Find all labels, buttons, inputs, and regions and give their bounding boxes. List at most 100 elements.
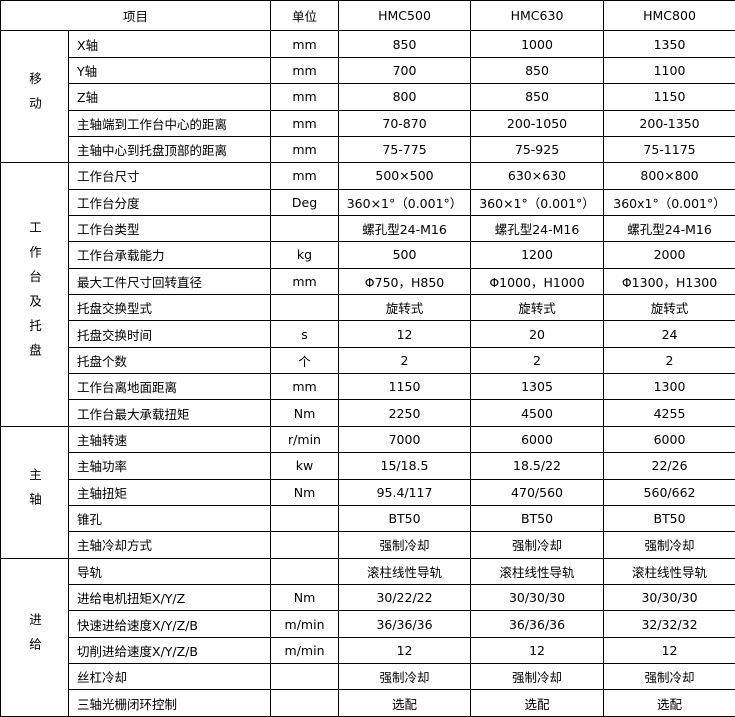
item-cell: 主轴转速 <box>67 425 272 454</box>
spec-row: 快速进给速度X/Y/Z/B m/min 36/36/36 36/36/36 32/32/… <box>1 610 735 638</box>
value-cell: 强制冷却 <box>603 663 735 691</box>
value-cell: 强制冷却 <box>470 531 605 559</box>
value-cell: 2250 <box>338 399 472 427</box>
value-cell: 2 <box>470 346 605 375</box>
spec-row: Z轴 mm 800 850 1150 <box>1 83 735 111</box>
value-cell: 滚柱线性导轨 <box>470 557 605 585</box>
value-cell: 800×800 <box>603 162 735 190</box>
value-cell: 强制冷却 <box>338 531 472 559</box>
spec-row: 锥孔 BT50 BT50 BT50 <box>1 504 735 533</box>
value-cell: 32/32/32 <box>603 610 735 638</box>
value-cell: Φ1300，H1300 <box>603 267 735 296</box>
header-cell: HMC800 <box>603 0 735 32</box>
value-cell: 4255 <box>603 399 735 427</box>
value-cell: 95.4/117 <box>338 478 472 506</box>
unit-cell <box>270 663 340 691</box>
unit-cell: s <box>270 320 340 348</box>
value-cell: 200-1350 <box>603 109 735 137</box>
header-cell: 单位 <box>270 0 340 32</box>
spec-row: 主轴功率 kw 15/18.5 18.5/22 22/26 <box>1 452 735 480</box>
value-cell: 12 <box>603 636 735 665</box>
item-cell: 导轨 <box>67 557 272 585</box>
item-cell: 工作台承载能力 <box>67 241 272 269</box>
value-cell: 4500 <box>470 399 605 427</box>
unit-cell: mm <box>270 135 340 164</box>
value-cell: 选配 <box>470 689 605 717</box>
value-cell: 36/36/36 <box>338 610 472 638</box>
group-label: 移动 <box>0 30 69 164</box>
value-cell: 360×1°（0.001°） <box>470 188 605 216</box>
item-cell: 工作台尺寸 <box>67 162 272 190</box>
item-cell: 主轴端到工作台中心的距离 <box>67 109 272 137</box>
value-cell: 6000 <box>470 425 605 454</box>
value-cell: 630×630 <box>470 162 605 190</box>
value-cell: 旋转式 <box>338 294 472 322</box>
value-cell: 1150 <box>603 83 735 111</box>
spec-row: 托盘交换型式 旋转式 旋转式 旋转式 <box>1 294 735 322</box>
value-cell: 560/662 <box>603 478 735 506</box>
header-cell: 项目 <box>0 0 272 32</box>
item-cell: Y轴 <box>67 56 272 85</box>
value-cell: BT50 <box>470 504 605 533</box>
value-cell: 70-870 <box>338 109 472 137</box>
value-cell: 15/18.5 <box>338 452 472 480</box>
unit-cell <box>270 531 340 559</box>
value-cell: BT50 <box>603 504 735 533</box>
value-cell: 2000 <box>603 241 735 269</box>
unit-cell <box>270 214 340 243</box>
value-cell: Φ1000，H1000 <box>470 267 605 296</box>
group-label: 工作台及托盘 <box>0 162 69 427</box>
unit-cell: Nm <box>270 478 340 506</box>
value-cell: 1000 <box>470 30 605 58</box>
spec-row: 工作台最大承载扭矩 Nm 2250 4500 4255 <box>1 399 735 427</box>
item-cell: 工作台类型 <box>67 214 272 243</box>
unit-cell: Deg <box>270 188 340 216</box>
unit-cell: m/min <box>270 610 340 638</box>
value-cell: 470/560 <box>470 478 605 506</box>
spec-row: 工作台离地面距离 mm 1150 1305 1300 <box>1 373 735 401</box>
value-cell: 700 <box>338 56 472 85</box>
value-cell: 1200 <box>470 241 605 269</box>
item-cell: 主轴中心到托盘顶部的距离 <box>67 135 272 164</box>
item-cell: 工作台最大承载扭矩 <box>67 399 272 427</box>
value-cell: 1350 <box>603 30 735 58</box>
item-cell: 锥孔 <box>67 504 272 533</box>
unit-cell: mm <box>270 83 340 111</box>
group-label: 主轴 <box>0 425 69 559</box>
value-cell: 75-775 <box>338 135 472 164</box>
value-cell: 12 <box>470 636 605 665</box>
unit-cell: mm <box>270 373 340 401</box>
value-cell: 1305 <box>470 373 605 401</box>
header-cell: HMC630 <box>470 0 605 32</box>
header-cell: HMC500 <box>338 0 472 32</box>
value-cell: 1150 <box>338 373 472 401</box>
value-cell: 滚柱线性导轨 <box>338 557 472 585</box>
spec-row: 最大工件尺寸回转直径 mm Φ750，H850 Φ1000，H1000 Φ1300，H1… <box>1 267 735 296</box>
value-cell: 选配 <box>603 689 735 717</box>
value-cell: 12 <box>338 320 472 348</box>
value-cell: 旋转式 <box>603 294 735 322</box>
spec-row: 移动 X轴 mm 850 1000 1350 <box>0 30 735 164</box>
value-cell: 850 <box>470 56 605 85</box>
unit-cell: 个 <box>270 346 340 375</box>
value-cell: 800 <box>338 83 472 111</box>
unit-cell: mm <box>270 109 340 137</box>
value-cell: 850 <box>338 30 472 58</box>
value-cell: BT50 <box>338 504 472 533</box>
spec-row: 主轴扭矩 Nm 95.4/117 470/560 560/662 <box>1 478 735 506</box>
unit-cell <box>270 294 340 322</box>
value-cell: 选配 <box>338 689 472 717</box>
item-cell: 主轴功率 <box>67 452 272 480</box>
value-cell: 24 <box>603 320 735 348</box>
value-cell: 6000 <box>603 425 735 454</box>
value-cell: 30/30/30 <box>603 583 735 612</box>
unit-cell: mm <box>270 267 340 296</box>
spec-row: 工作台及托盘 工作台尺寸 mm 500×500 630×630 800×800 <box>0 162 735 427</box>
item-cell: 主轴扭矩 <box>67 478 272 506</box>
spec-row: 主轴中心到托盘顶部的距离 mm 75-775 75-925 75-1175 <box>1 135 735 164</box>
value-cell: 30/22/22 <box>338 583 472 612</box>
value-cell: 旋转式 <box>470 294 605 322</box>
spec-row: 主轴端到工作台中心的距离 mm 70-870 200-1050 200-1350 <box>1 109 735 137</box>
item-cell: 托盘交换型式 <box>67 294 272 322</box>
